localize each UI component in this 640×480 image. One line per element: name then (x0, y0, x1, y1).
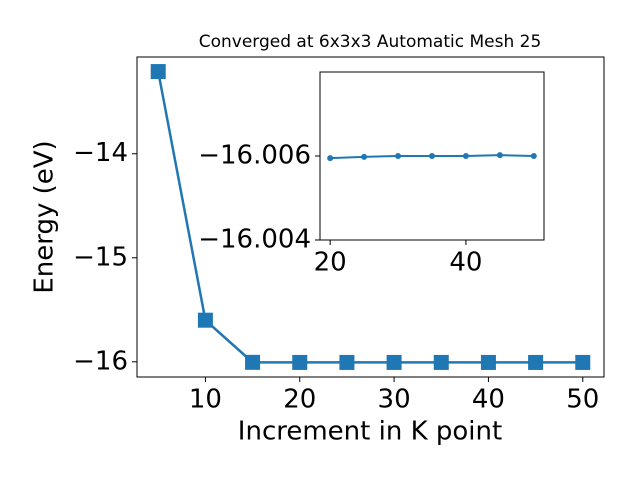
x-tick-label: 30 (378, 385, 411, 415)
y-tick-label: −14 (73, 138, 128, 168)
y-tick-label: −16 (73, 346, 128, 376)
data-point (530, 153, 537, 159)
x-tick-label: 40 (449, 248, 482, 278)
data-point (292, 354, 308, 370)
series-line (156, 71, 583, 364)
y-axis-label: Energy (eV) (30, 140, 60, 293)
data-point (496, 152, 503, 159)
data-point (395, 153, 402, 159)
x-tick-label: 20 (283, 385, 316, 415)
y-tick-label: −15 (73, 242, 128, 272)
x-tick-label: 20 (314, 248, 347, 278)
data-point (462, 153, 469, 159)
data-point (245, 354, 261, 370)
data-point (528, 354, 544, 370)
data-point (327, 155, 334, 162)
x-tick-label: 10 (189, 385, 222, 415)
x-tick-label: 40 (472, 385, 505, 415)
data-point (575, 354, 591, 370)
chart-title: Converged at 6x3x3 Automatic Mesh 25 (199, 32, 542, 52)
y-tick-label: −16.006 (198, 141, 311, 171)
data-point (361, 153, 368, 160)
data-point (480, 354, 496, 370)
x-tick-label: 50 (566, 385, 599, 415)
data-point (386, 354, 402, 370)
data-point (339, 354, 355, 370)
x-axis-label: Increment in K point (238, 417, 502, 447)
data-point (150, 64, 166, 80)
data-point (197, 312, 213, 328)
data-point (433, 354, 449, 370)
y-tick-label: −16.004 (198, 225, 311, 255)
data-point (429, 153, 435, 159)
